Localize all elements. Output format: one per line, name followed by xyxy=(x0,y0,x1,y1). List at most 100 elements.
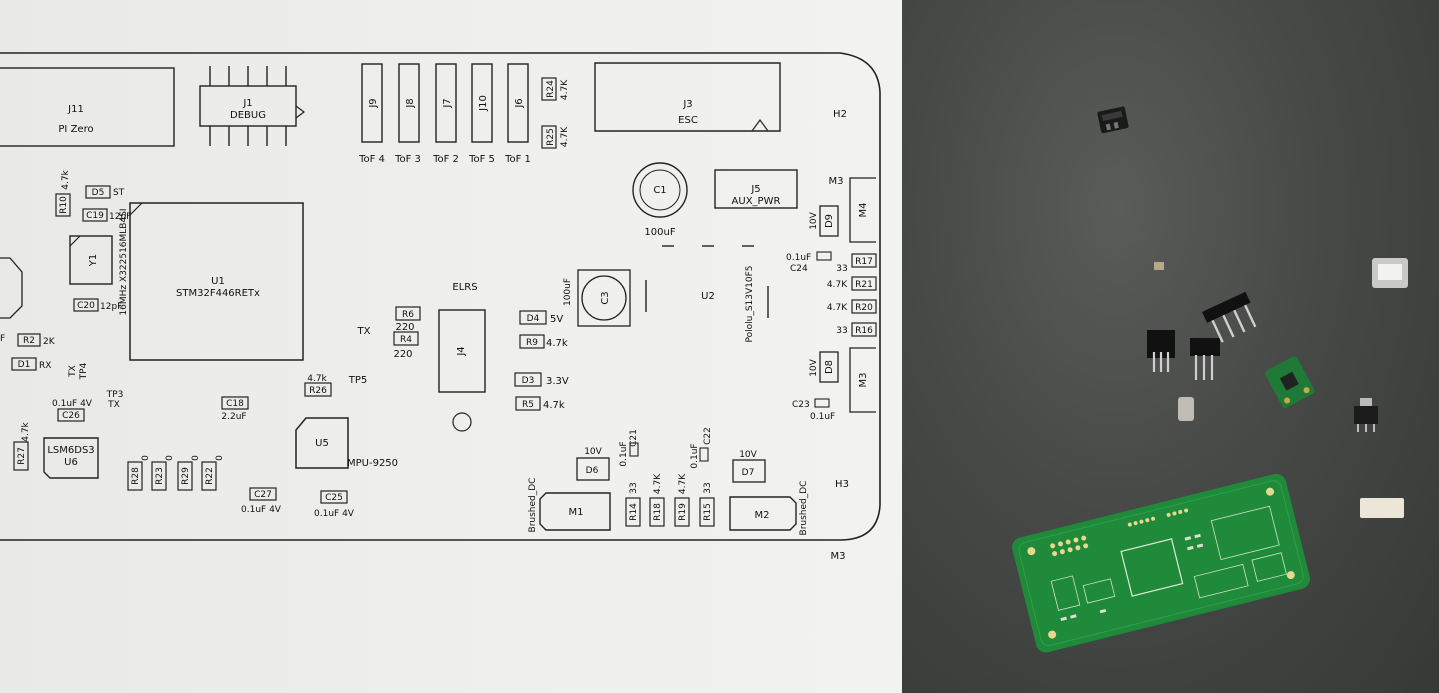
c26-ref: C26 xyxy=(62,411,80,421)
c26-footprint xyxy=(57,408,85,422)
y1-ref: Y1 xyxy=(88,254,99,267)
r2-footprint xyxy=(17,333,41,347)
printed-pcb-layout-sheet: J11 PI Zero J1 DEBUG J9 J8 J7 J10 J6 xyxy=(0,0,902,693)
r22-value: 0 xyxy=(215,455,225,461)
m1-value: Brushed_DC xyxy=(528,478,538,533)
c20-footprint xyxy=(73,298,99,312)
tx-tp4-label-a: TX xyxy=(68,365,78,378)
r15-ref: R15 xyxy=(703,503,713,521)
c24-value: 0.1uF xyxy=(786,253,811,263)
tx-tp4-label-b: TP4 xyxy=(79,362,89,380)
r20-footprint xyxy=(851,299,877,314)
r19-ref: R19 xyxy=(678,503,688,521)
u6-value: LSM6DS3 xyxy=(47,445,94,456)
c23-ref: C23 xyxy=(792,400,810,410)
r16-footprint xyxy=(851,322,877,337)
r18-value: 4.7K xyxy=(653,473,663,494)
r10-ref: R10 xyxy=(59,196,69,214)
u1-ref: U1 xyxy=(211,276,225,287)
r17-footprint xyxy=(851,253,877,268)
assembled-pcb-board xyxy=(1012,473,1311,653)
u1-footprint xyxy=(129,202,304,361)
y1-footprint xyxy=(69,235,113,285)
h2-label: H2 xyxy=(833,109,847,120)
r26-value: 4.7k xyxy=(307,374,327,384)
r22-ref: R22 xyxy=(205,467,215,485)
d1-footprint xyxy=(11,357,37,371)
h3-label: H3 xyxy=(835,479,849,490)
c23-footprint xyxy=(814,398,830,408)
partial-footprint-left xyxy=(0,257,23,319)
c18-footprint xyxy=(221,396,249,410)
r27-footprint xyxy=(13,441,29,471)
r21-footprint xyxy=(851,276,877,291)
r5-ref: R5 xyxy=(522,400,534,410)
r24-footprint xyxy=(541,77,557,101)
r17-ref: R17 xyxy=(855,257,873,267)
m4-footprint xyxy=(849,177,876,243)
f-mark: F xyxy=(0,334,5,344)
d4-ref: D4 xyxy=(527,314,540,324)
c19-ref: C19 xyxy=(86,211,104,221)
d9-footprint xyxy=(819,205,839,237)
m3-mid-ref: M3 xyxy=(858,373,869,388)
u6-footprint xyxy=(43,437,99,479)
c27-ref: C27 xyxy=(254,490,272,500)
r21-ref: R21 xyxy=(855,280,873,290)
u5-value: MPU-9250 xyxy=(347,458,398,469)
c21-ref: C21 xyxy=(629,429,639,447)
r10-value: 4.7k xyxy=(61,169,71,189)
u1-value: STM32F446RETx xyxy=(176,288,260,299)
c19-value: 12pF xyxy=(109,212,131,222)
c22-footprint xyxy=(699,447,709,462)
m1-ref: M1 xyxy=(569,507,584,518)
c24-ref: C24 xyxy=(790,264,808,274)
r10-footprint xyxy=(55,193,71,217)
r25-footprint xyxy=(541,125,557,149)
r29-value: 0 xyxy=(191,455,201,461)
c24-footprint xyxy=(816,251,832,261)
d1-ref: D1 xyxy=(18,360,31,370)
j1-footprint xyxy=(199,66,305,146)
c18-value: 2.2uF xyxy=(221,412,246,422)
d6-footprint xyxy=(576,457,610,481)
m2-ref: M2 xyxy=(755,510,770,521)
desk-surface xyxy=(902,0,1439,693)
j3-footprint xyxy=(594,62,781,132)
d7-value: 10V xyxy=(739,450,757,460)
j1-ref: J1 xyxy=(242,98,252,109)
m3-bottom-label: M3 xyxy=(831,551,846,562)
header-pins-straight xyxy=(1147,330,1220,380)
m3-mid-footprint xyxy=(849,347,876,413)
u5-ref: U5 xyxy=(315,438,329,449)
r5-footprint xyxy=(515,396,541,411)
d6-value: 10V xyxy=(584,447,602,457)
c21-value: 0.1uF xyxy=(619,441,629,466)
d8-footprint xyxy=(819,351,839,383)
r15-value: 33 xyxy=(703,482,713,493)
r28-ref: R28 xyxy=(131,467,141,485)
r6-footprint xyxy=(395,306,421,321)
r4-value: 220 xyxy=(393,349,412,360)
c3-footprint xyxy=(577,269,631,327)
tp5-label: TP5 xyxy=(348,375,368,386)
u5-footprint xyxy=(295,417,349,469)
d3-value: 3.3V xyxy=(546,376,569,387)
elrs-label: ELRS xyxy=(452,282,477,293)
c27-value: 0.1uF 4V xyxy=(241,505,282,515)
m2-value: Brushed_DC xyxy=(799,481,809,536)
c25-value: 0.1uF 4V xyxy=(314,509,355,519)
r14-footprint xyxy=(625,497,641,527)
m4-ref: M4 xyxy=(858,203,869,218)
r2-value: 2K xyxy=(43,337,56,347)
r29-ref: R29 xyxy=(181,467,191,485)
c1-ref: C1 xyxy=(653,185,666,196)
r23-value: 0 xyxy=(165,455,175,461)
r28-value: 0 xyxy=(141,455,151,461)
j7-ref: J7 xyxy=(442,98,453,108)
tof4-label: ToF 4 xyxy=(358,154,385,165)
header-pins-right-angle xyxy=(1202,291,1257,343)
board-outline xyxy=(0,52,881,541)
r25-value: 4.7K xyxy=(560,126,570,147)
